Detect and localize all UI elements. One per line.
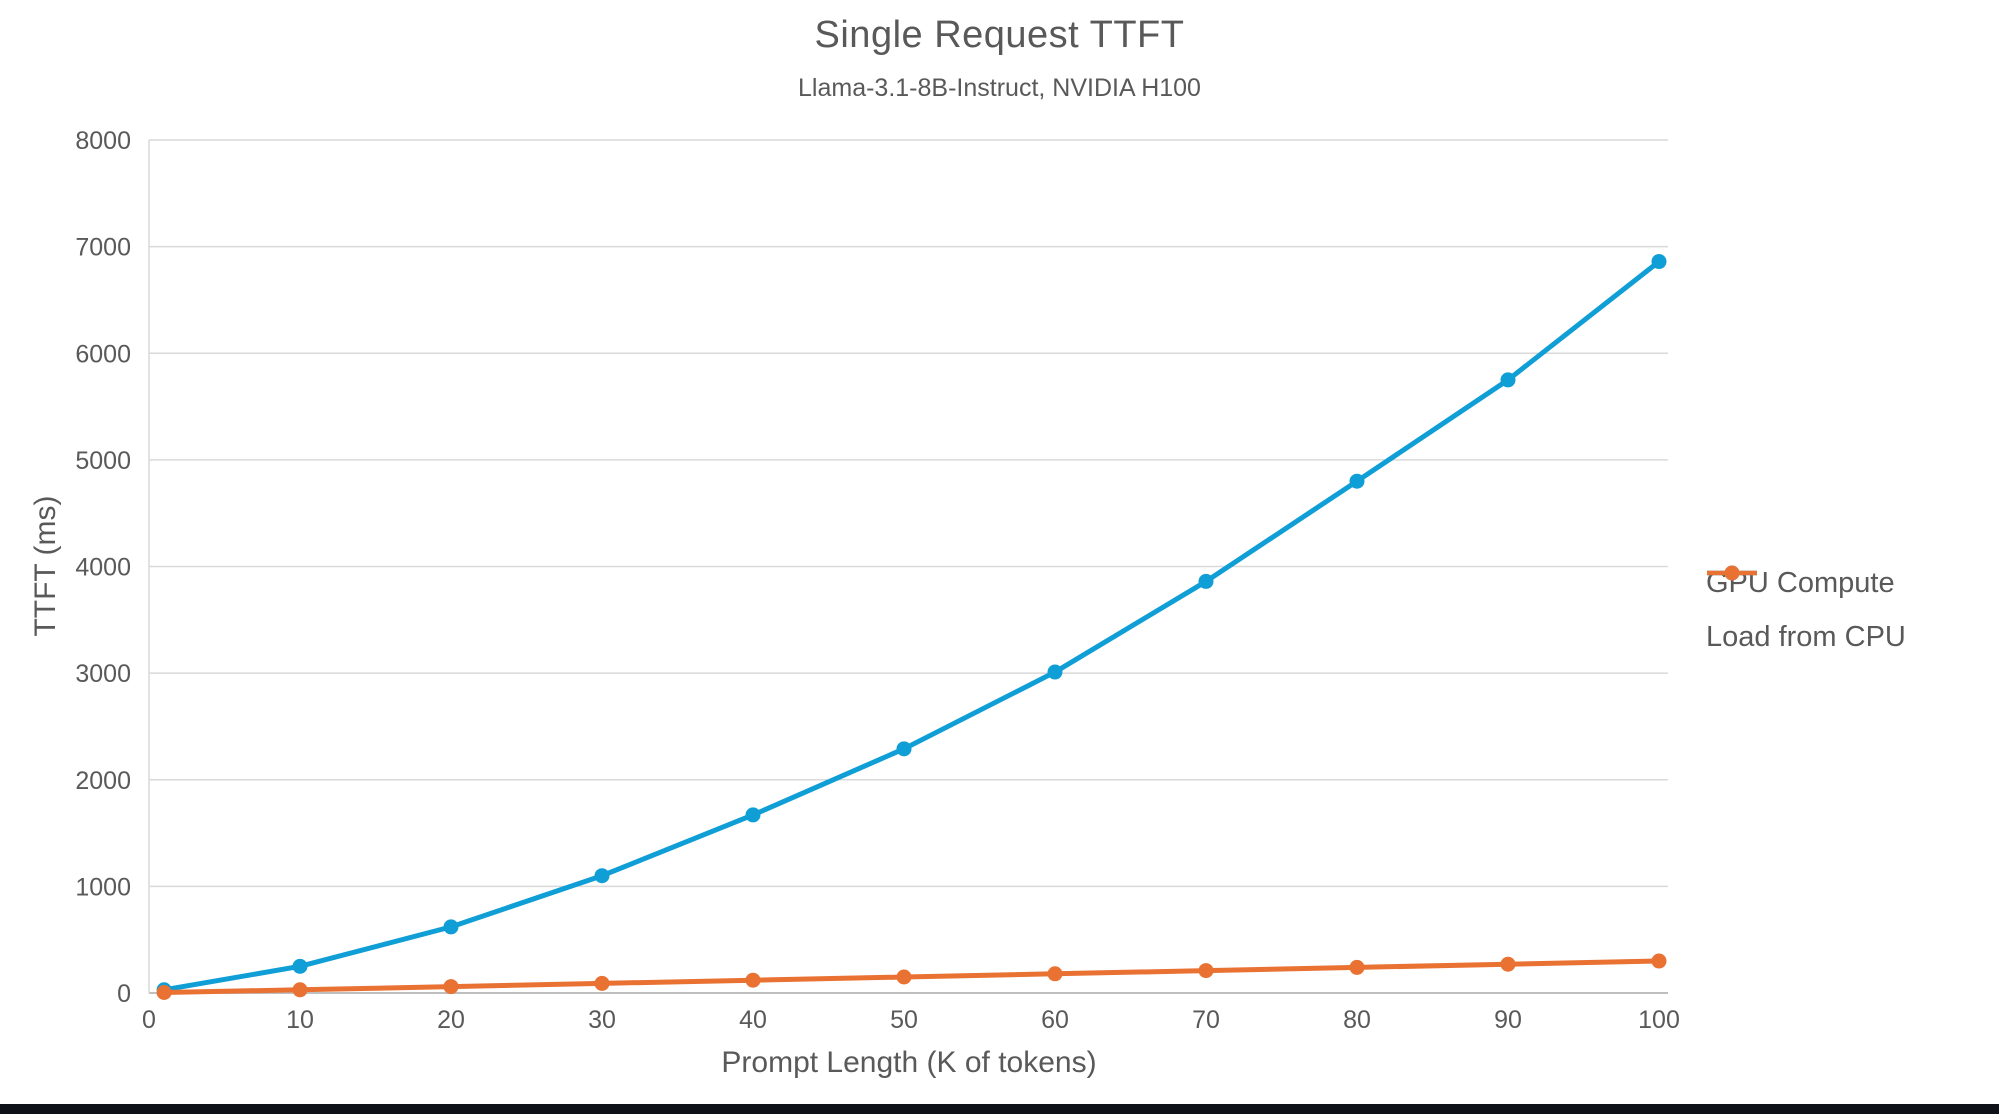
x-axis-title: Prompt Length (K of tokens) <box>721 1046 1097 1079</box>
x-tick-label: 0 <box>142 1006 156 1034</box>
load-from-cpu-marker <box>594 975 610 991</box>
y-tick-label: 8000 <box>75 127 131 155</box>
gpu-compute-marker <box>1198 573 1214 589</box>
load-from-cpu-marker <box>1651 953 1667 969</box>
x-tick-label: 80 <box>1343 1006 1371 1034</box>
load-from-cpu-marker <box>443 979 459 995</box>
load-from-cpu-marker <box>156 984 172 1000</box>
x-tick-label: 30 <box>588 1006 616 1034</box>
y-tick-label: 1000 <box>75 873 131 901</box>
y-tick-label: 4000 <box>75 554 131 582</box>
gpu-compute-marker <box>292 958 308 974</box>
y-tick-label: 3000 <box>75 660 131 688</box>
x-tick-label: 90 <box>1494 1006 1522 1034</box>
load-from-cpu-marker <box>292 982 308 998</box>
load-from-cpu-line <box>161 958 1662 995</box>
gpu-compute-marker <box>594 868 610 884</box>
screen-bottom-edge-bar <box>0 1104 1999 1114</box>
gpu-compute-marker <box>1500 372 1516 388</box>
gpu-compute-marker <box>1349 473 1365 489</box>
load-from-cpu-marker <box>1349 959 1365 975</box>
x-tick-label: 40 <box>739 1006 767 1034</box>
y-tick-label: 6000 <box>75 340 131 368</box>
x-tick-label: 70 <box>1192 1006 1220 1034</box>
chart-subtitle: Llama-3.1-8B-Instruct, NVIDIA H100 <box>798 74 1201 102</box>
x-tick-label: 20 <box>437 1006 465 1034</box>
gpu-compute-marker <box>745 807 761 823</box>
legend-label-load-from-cpu: Load from CPU <box>1706 620 1906 653</box>
load-from-cpu-marker <box>745 972 761 988</box>
legend-marker-load-from-cpu-icon <box>1707 565 1757 581</box>
x-tick-label: 10 <box>286 1006 314 1034</box>
load-from-cpu-marker <box>1198 963 1214 979</box>
gpu-compute-line <box>161 259 1662 993</box>
chart-title: Single Request TTFT <box>814 14 1185 56</box>
gpu-compute-marker <box>896 741 912 757</box>
load-from-cpu-marker <box>1047 966 1063 982</box>
load-from-cpu-marker <box>1500 956 1516 972</box>
y-tick-label: 2000 <box>75 767 131 795</box>
y-tick-label: 0 <box>117 980 131 1008</box>
x-tick-label: 60 <box>1041 1006 1069 1034</box>
load-from-cpu-marker <box>896 969 912 985</box>
y-tick-label: 5000 <box>75 447 131 475</box>
y-tick-label: 7000 <box>75 234 131 262</box>
gpu-compute-marker <box>443 919 459 935</box>
x-tick-label: 100 <box>1638 1006 1680 1034</box>
gpu-compute-marker <box>1651 254 1667 270</box>
gpu-compute-marker <box>1047 664 1063 680</box>
x-tick-label: 50 <box>890 1006 918 1034</box>
legend-item-load-from-cpu: Load from CPU <box>1706 565 1906 656</box>
legend: GPU Compute Load from CPU <box>1706 564 1906 656</box>
